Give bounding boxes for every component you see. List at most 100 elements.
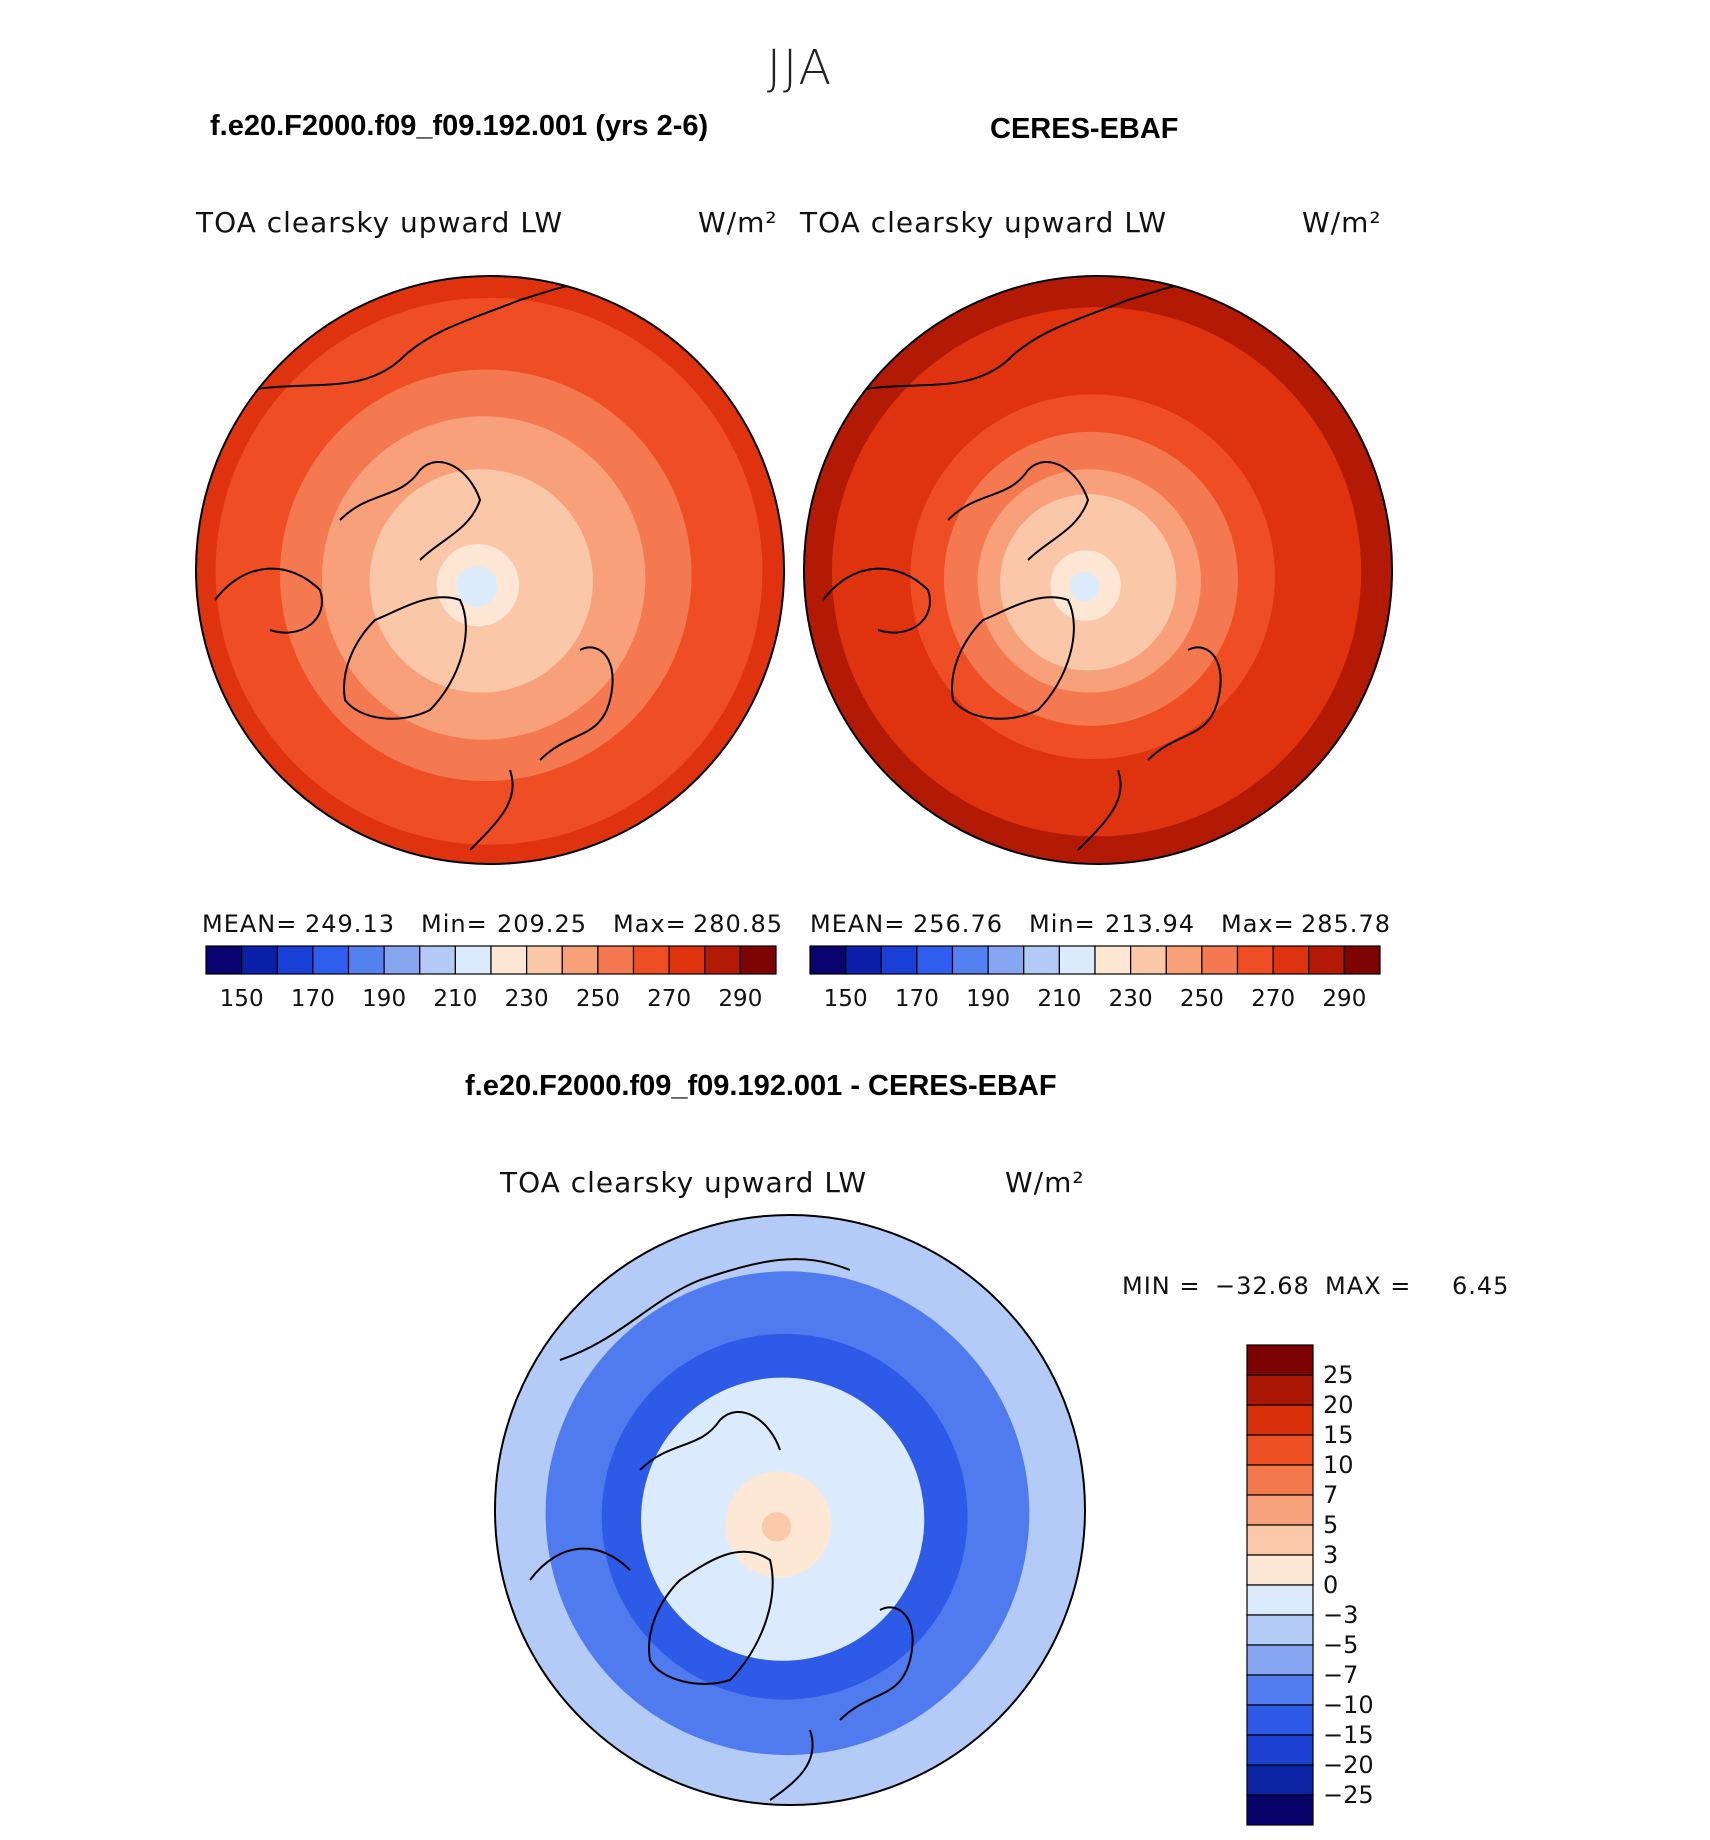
coast-arctic-canada (639, 1410, 781, 1471)
season-title: JJA (766, 40, 834, 96)
coast-europe (469, 769, 514, 851)
coast-alaska (529, 1547, 631, 1581)
obs-colorbar: 150 170 190 210 230 250 270 290 (809, 945, 1381, 1012)
coast-greenland (648, 1550, 774, 1685)
difference-colorbar-swatch-2 (1246, 1404, 1314, 1436)
model-colorbar-swatch-8 (490, 945, 528, 975)
difference-colorbar-swatch-4 (1246, 1464, 1314, 1496)
difference-colorbar-swatch-13 (1246, 1734, 1314, 1766)
model-map-border (195, 275, 785, 865)
obs-colorbar-swatch-10 (1165, 945, 1203, 975)
obs-units-label: W/m² (1302, 206, 1382, 239)
difference-min-label: MIN = (1122, 1272, 1201, 1300)
model-colorbar-swatch-11 (597, 945, 635, 975)
model-colorbar-swatch-12 (632, 945, 670, 975)
model-colorbar-swatch-7 (454, 945, 492, 975)
obs-case-title: CERES-EBAF (990, 113, 1179, 145)
coast-greenland (951, 596, 1075, 720)
coast-siberia (559, 1258, 851, 1361)
coast-alaska (822, 567, 931, 634)
difference-colorbar-swatch-15 (1246, 1794, 1314, 1826)
difference-max-label: MAX = (1325, 1272, 1412, 1300)
model-mean-label: MEAN= (202, 910, 298, 938)
difference-colorbar-tick-label-6: 3 (1323, 1541, 1338, 1569)
difference-map (494, 1214, 1086, 1806)
obs-variable-label: TOA clearsky upward LW (800, 206, 1168, 239)
coast-alaska (214, 567, 323, 634)
difference-colorbar-swatch-10 (1246, 1644, 1314, 1676)
model-colorbar-swatch-15 (739, 945, 777, 975)
obs-mean-label: MEAN= (810, 910, 906, 938)
coast-europe (1077, 769, 1122, 851)
model-colorbar-swatch-14 (704, 945, 741, 975)
obs-colorbar-swatch-8 (1094, 945, 1132, 975)
difference-colorbar-tick-label-4: 7 (1323, 1481, 1338, 1509)
obs-colorbar-swatch-14 (1308, 945, 1345, 975)
difference-colorbar-tick-label-3: 10 (1323, 1451, 1354, 1479)
obs-colorbar-swatch-5 (987, 945, 1025, 975)
obs-colorbar-swatch-0 (809, 945, 847, 975)
difference-colorbar-swatch-7 (1246, 1554, 1314, 1586)
model-colorbar-swatch-6 (419, 945, 456, 975)
difference-title: f.e20.F2000.f09_f09.192.001 - CERES-EBAF (465, 1070, 1057, 1102)
model-units-label: W/m² (698, 206, 778, 239)
model-colorbar-swatch-13 (668, 945, 706, 975)
obs-colorbar-swatch-15 (1343, 945, 1381, 975)
obs-colorbar-swatch-6 (1023, 945, 1060, 975)
difference-colorbar-swatch-11 (1246, 1674, 1314, 1706)
model-colorbar-swatch-5 (383, 945, 421, 975)
obs-map (803, 275, 1393, 865)
model-colorbar-swatch-2 (276, 945, 314, 975)
difference-colorbar-swatch-8 (1246, 1584, 1314, 1616)
obs-colorbar-swatch-7 (1058, 945, 1096, 975)
coast-scandinavia (839, 1606, 914, 1721)
model-colorbar-swatch-4 (347, 945, 385, 975)
obs-colorbar-tick-label-7: 290 (1322, 986, 1366, 1012)
model-colorbar-tick-label-2: 190 (362, 986, 406, 1012)
difference-colorbar-tick-label-9: −5 (1323, 1631, 1358, 1659)
model-map (195, 275, 785, 865)
obs-colorbar-tick-label-3: 210 (1037, 986, 1081, 1012)
model-variable-label: TOA clearsky upward LW (196, 206, 564, 239)
model-colorbar-swatch-0 (205, 945, 243, 975)
obs-colorbar-tick-label-1: 170 (895, 986, 939, 1012)
difference-field-ring-5 (761, 1512, 792, 1542)
coast-greenland (343, 596, 467, 720)
difference-colorbar-swatch-12 (1246, 1704, 1314, 1736)
model-colorbar-swatch-1 (241, 945, 278, 975)
obs-field-ring-7 (1069, 572, 1100, 602)
model-case-title: f.e20.F2000.f09_f09.192.001 (yrs 2-6) (210, 110, 709, 142)
difference-colorbar-swatch-6 (1246, 1524, 1314, 1556)
obs-colorbar-swatch-3 (916, 945, 954, 975)
obs-colorbar-swatch-11 (1201, 945, 1239, 975)
difference-colorbar-tick-label-7: 0 (1323, 1571, 1338, 1599)
difference-colorbar-swatch-0 (1246, 1344, 1314, 1376)
obs-colorbar-tick-label-6: 270 (1251, 986, 1295, 1012)
obs-colorbar-swatch-1 (845, 945, 882, 975)
obs-min-label: Min= (1029, 910, 1096, 938)
model-colorbar-tick-label-6: 270 (647, 986, 691, 1012)
model-colorbar-tick-label-4: 230 (505, 986, 549, 1012)
difference-colorbar-tick-label-13: −20 (1323, 1751, 1374, 1779)
coast-scandinavia (539, 646, 614, 761)
obs-colorbar-tick-label-5: 250 (1180, 986, 1224, 1012)
difference-max-value: 6.45 (1452, 1272, 1510, 1300)
obs-map-border (803, 275, 1393, 865)
coast-arctic-canada (947, 460, 1090, 561)
model-mean-value: 249.13 (305, 910, 395, 938)
obs-colorbar-swatch-13 (1272, 945, 1310, 975)
difference-colorbar-tick-label-14: −25 (1323, 1781, 1374, 1809)
difference-min-value: −32.68 (1215, 1272, 1310, 1300)
model-colorbar-swatch-9 (526, 945, 563, 975)
obs-colorbar-swatch-2 (880, 945, 918, 975)
difference-colorbar-swatch-9 (1246, 1614, 1314, 1646)
obs-colorbar-tick-label-4: 230 (1109, 986, 1153, 1012)
difference-map-border (494, 1214, 1086, 1806)
obs-max-value: 285.78 (1301, 910, 1391, 938)
difference-colorbar-swatch-14 (1246, 1764, 1314, 1796)
difference-colorbar-tick-label-5: 5 (1323, 1511, 1338, 1539)
difference-colorbar-swatch-3 (1246, 1434, 1314, 1466)
difference-colorbar-tick-label-1: 20 (1323, 1391, 1354, 1419)
